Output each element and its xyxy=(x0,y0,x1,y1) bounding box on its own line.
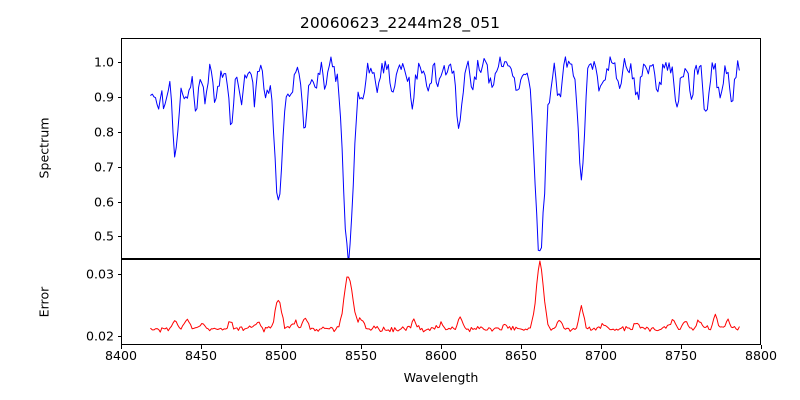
spectrum-y-tickmark xyxy=(117,97,121,99)
x-tickmark xyxy=(280,345,282,349)
x-tickmark xyxy=(440,345,442,349)
spectrum-y-tickmark xyxy=(117,62,121,64)
x-ticklabel: 8550 xyxy=(344,348,378,363)
x-ticklabel: 8750 xyxy=(664,348,698,363)
spectrum-y-tickmark xyxy=(117,201,121,203)
x-ticklabel: 8500 xyxy=(264,348,298,363)
error-line-plot xyxy=(122,260,760,344)
error-trace xyxy=(151,261,740,332)
error-axes xyxy=(121,259,761,345)
x-tickmark xyxy=(760,345,762,349)
x-axis-label: Wavelength xyxy=(403,370,479,385)
x-ticklabel: 8700 xyxy=(584,348,618,363)
spectrum-y-ticklabel: 0.9 xyxy=(93,89,114,105)
x-tickmark xyxy=(120,345,122,349)
spectrum-y-ticklabel: 0.6 xyxy=(93,194,114,210)
error-y-ticklabel: 0.02 xyxy=(85,328,114,344)
page-title: 20060623_2244m28_051 xyxy=(299,14,501,32)
spectrum-trace xyxy=(151,57,740,258)
x-ticklabel: 8600 xyxy=(424,348,458,363)
spectrum-axes xyxy=(121,38,761,259)
spectrum-y-axis-label: Spectrum xyxy=(36,117,52,179)
spectrum-y-ticklabel: 0.8 xyxy=(93,124,114,140)
x-ticklabel: 8400 xyxy=(104,348,138,363)
spectrum-y-ticklabel: 0.7 xyxy=(93,159,114,175)
x-tickmark xyxy=(600,345,602,349)
x-ticklabel: 8800 xyxy=(744,348,778,363)
spectrum-y-ticklabel: 1.0 xyxy=(93,54,114,70)
spectrum-y-tickmark xyxy=(117,132,121,134)
x-ticklabel: 8450 xyxy=(184,348,218,363)
error-y-axis-label: Error xyxy=(36,286,52,318)
x-tickmark xyxy=(360,345,362,349)
spectrum-line-plot xyxy=(122,39,760,258)
x-ticklabel: 8650 xyxy=(504,348,538,363)
error-y-tickmark xyxy=(117,335,121,337)
spectrum-y-ticklabel: 0.5 xyxy=(93,228,114,244)
x-tickmark xyxy=(200,345,202,349)
error-y-ticklabel: 0.03 xyxy=(85,266,114,282)
spectrum-y-tickmark xyxy=(117,236,121,238)
error-y-tickmark xyxy=(117,274,121,276)
spectrum-y-tickmark xyxy=(117,166,121,168)
x-tickmark xyxy=(680,345,682,349)
x-tickmark xyxy=(520,345,522,349)
